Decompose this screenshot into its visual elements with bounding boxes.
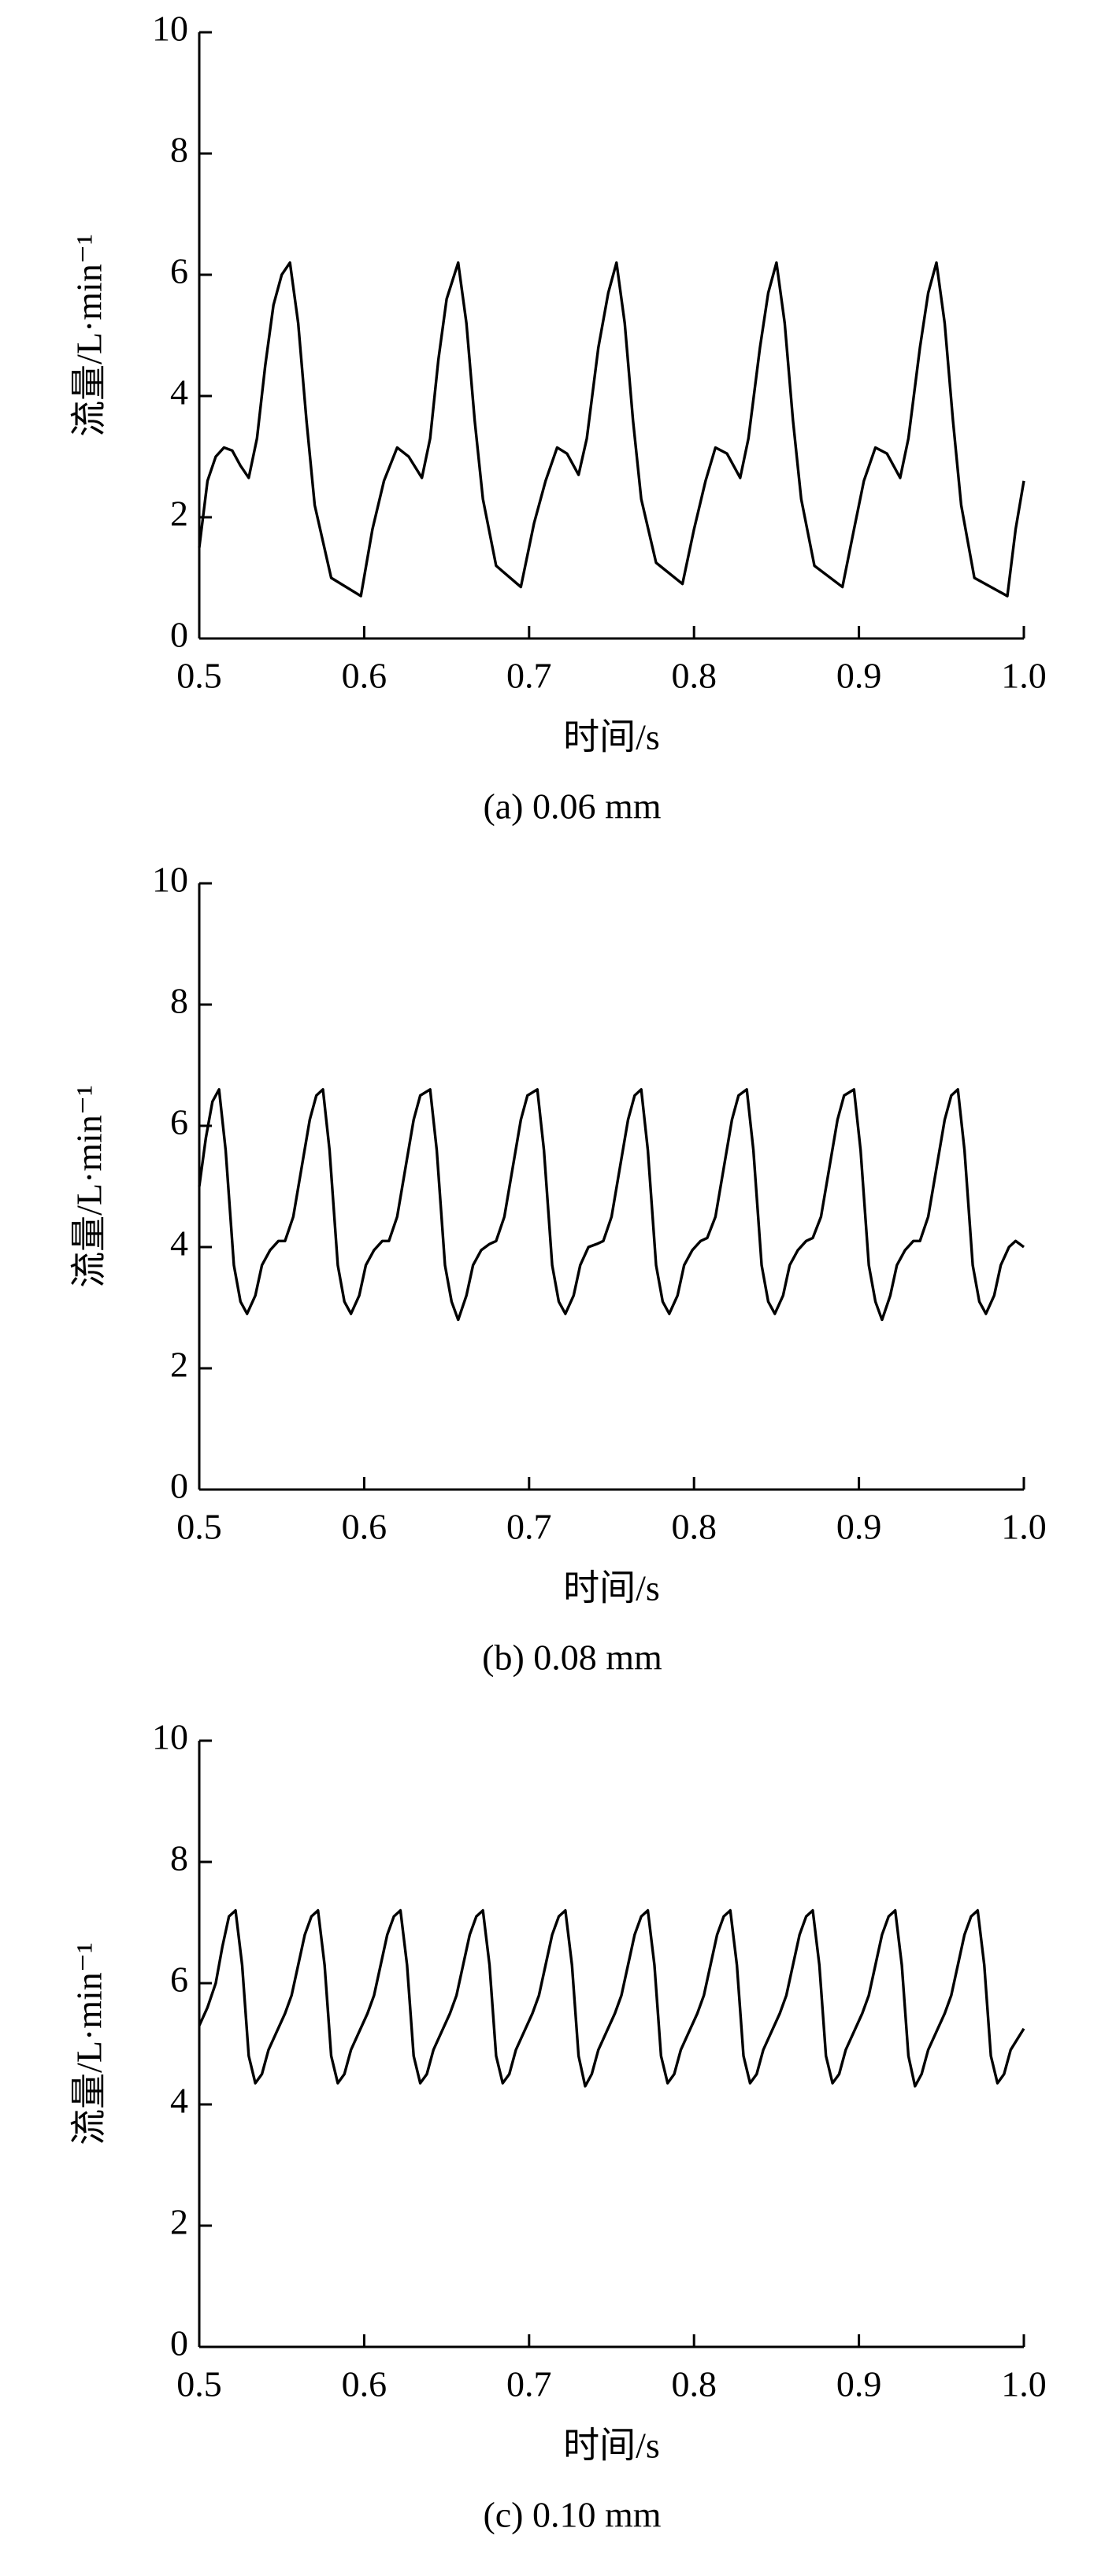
x-tick-label: 0.7 [506,656,552,696]
x-tick-label: 0.5 [176,1507,222,1547]
x-tick-label: 0.5 [176,656,222,696]
x-axis-label: 时间/s [563,2426,660,2466]
x-tick-label: 0.6 [342,656,387,696]
flow-line [198,1908,1025,2088]
x-tick-label: 0.9 [836,656,882,696]
x-tick-label: 0.7 [506,2364,552,2404]
y-tick-label: 4 [170,1223,188,1264]
flow-line [198,1088,1025,1322]
x-axis-label: 时间/s [563,717,660,757]
y-tick-label: 6 [170,1102,188,1142]
x-tick-label: 1.0 [1001,2364,1047,2404]
x-tick-label: 0.6 [342,2364,387,2404]
x-tick-label: 0.9 [836,1507,882,1547]
x-tick-label: 0.8 [671,656,717,696]
y-tick-label: 0 [170,1466,188,1506]
x-tick-label: 1.0 [1001,1507,1047,1547]
x-tick-label: 0.7 [506,1507,552,1547]
x-tick-label: 0.8 [671,1507,717,1547]
y-tick-label: 6 [170,251,188,291]
caption: (a) 0.06 mm [483,786,661,827]
y-tick-label: 6 [170,1960,188,2000]
y-tick-label: 0 [170,2323,188,2363]
x-axis-label: 时间/s [563,1568,660,1608]
x-tick-label: 0.6 [342,1507,387,1547]
y-axis-label: 流量/L·min⁻¹ [69,234,109,437]
flow-line [198,261,1025,598]
y-tick-label: 8 [170,1838,188,1878]
x-tick-label: 0.8 [671,2364,717,2404]
y-tick-label: 8 [170,130,188,170]
x-tick-label: 0.5 [176,2364,222,2404]
y-axis-label: 流量/L·min⁻¹ [69,1942,109,2145]
x-tick-label: 0.9 [836,2364,882,2404]
y-tick-label: 10 [152,1717,188,1757]
y-tick-label: 0 [170,615,188,655]
y-tick-label: 10 [152,860,188,900]
y-tick-label: 8 [170,981,188,1021]
caption: (c) 0.10 mm [483,2495,661,2535]
x-tick-label: 1.0 [1001,656,1047,696]
y-tick-label: 2 [170,2202,188,2242]
caption: (b) 0.08 mm [482,1638,662,1678]
y-tick-label: 4 [170,372,188,413]
y-axis-label: 流量/L·min⁻¹ [69,1085,109,1288]
y-tick-label: 10 [152,9,188,49]
y-tick-label: 4 [170,2081,188,2121]
y-tick-label: 2 [170,494,188,534]
y-tick-label: 2 [170,1345,188,1385]
